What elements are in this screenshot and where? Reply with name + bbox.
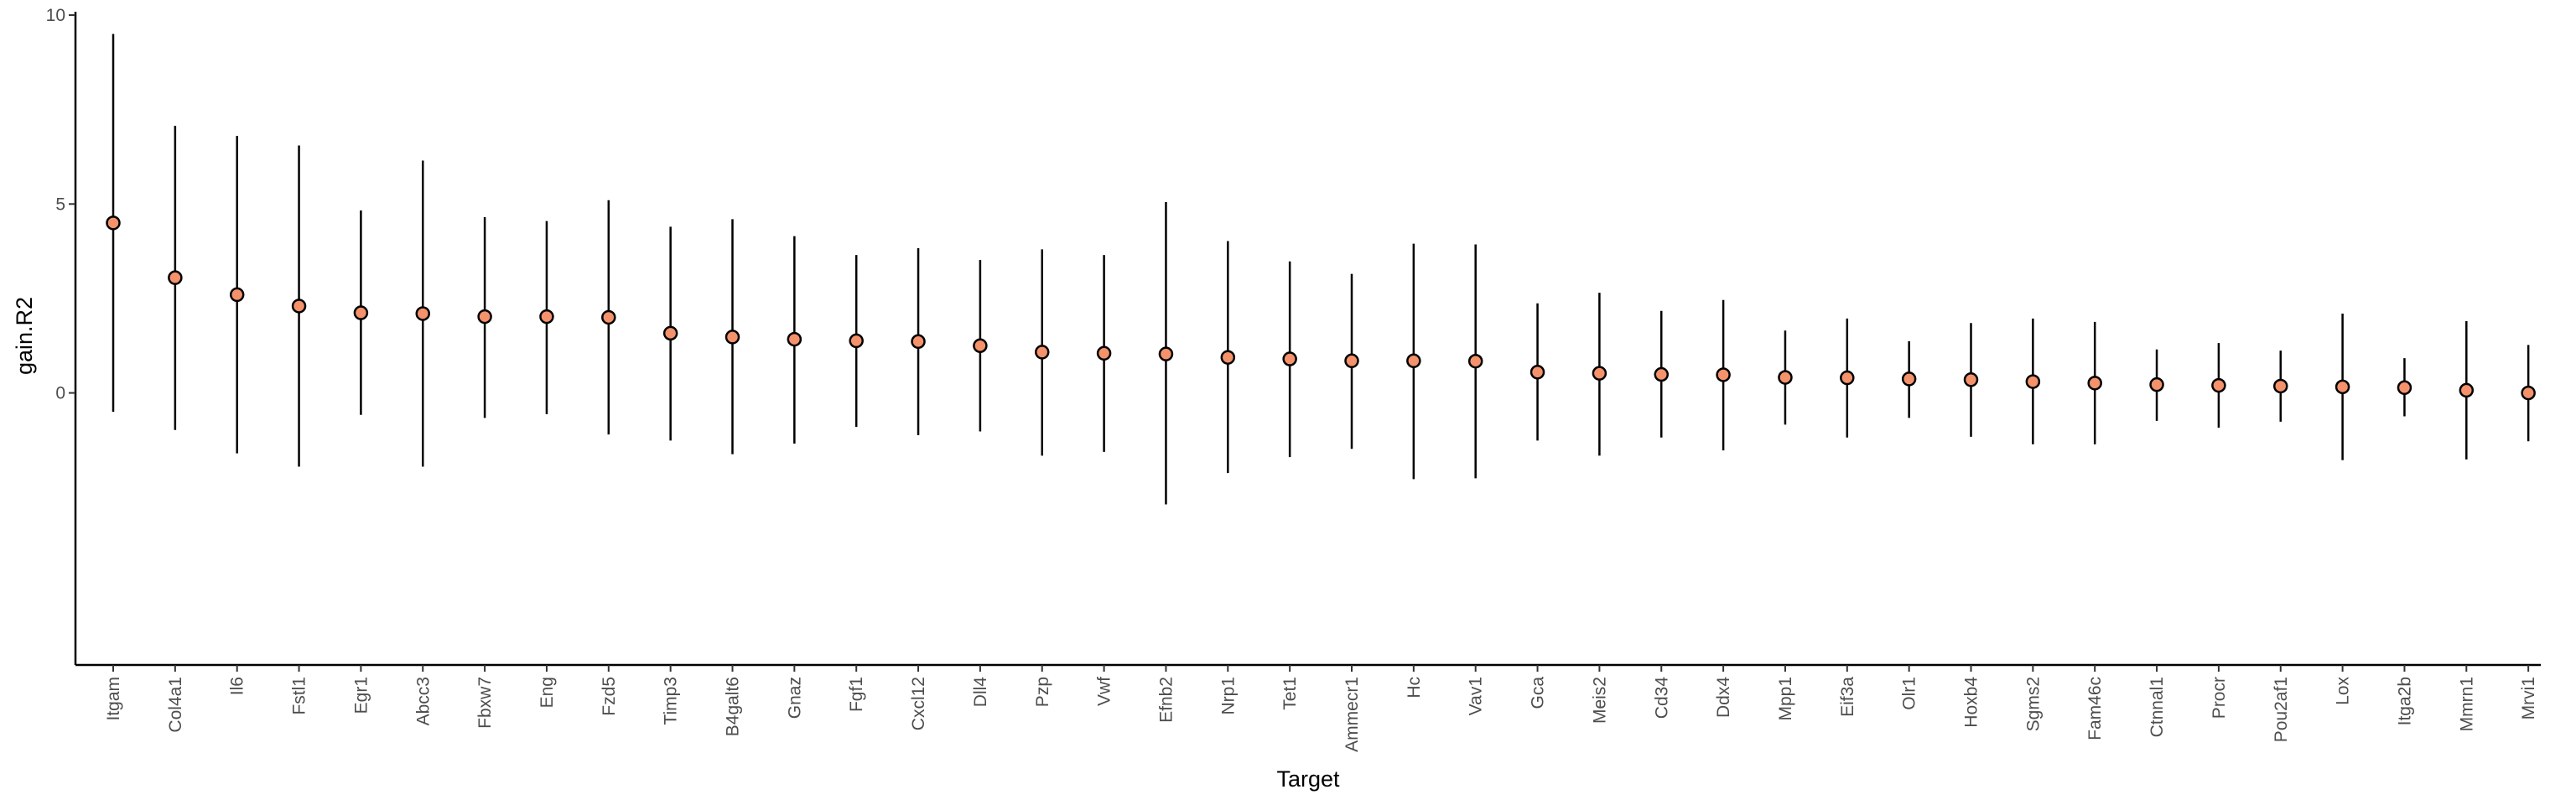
point-itgam [106,216,121,231]
point-egr1 [353,305,369,320]
point-eng [539,309,554,325]
error-bars [112,34,2530,505]
point-itga2b [2397,380,2412,396]
x-tick-label-ammecr1: Ammecr1 [1343,677,1362,752]
point-fstl1 [291,299,307,314]
point-col4a1 [168,270,183,285]
point-cd34 [1654,366,1669,382]
point-ctnnal1 [2149,377,2164,392]
x-tick-label-olr1: Olr1 [1900,677,1919,710]
point-ammecr1 [1344,353,1359,369]
x-tick-label-col4a1: Col4a1 [166,677,185,733]
x-tick-label-meis2: Meis2 [1590,677,1609,724]
x-tick-label-eng: Eng [538,677,557,708]
x-tick-label-mrvi1: Mrvi1 [2519,677,2538,719]
point-timp3 [662,325,678,341]
x-tick-label-dll4: Dll4 [971,677,990,707]
point-il6 [229,287,245,303]
x-tick-label-il6: Il6 [228,677,247,695]
x-tick-label-pou2af1: Pou2af1 [2272,677,2291,742]
x-tick-label-ddx4: Ddx4 [1714,677,1733,718]
x-tick-label-itgam: Itgam [104,677,123,721]
point-eif3a [1840,370,1855,386]
x-tick-label-gnaz: Gnaz [785,677,804,719]
point-sgms2 [2025,374,2041,389]
x-tick-label-abcc3: Abcc3 [413,677,433,725]
point-cxcl12 [911,334,926,350]
x-tick-label-tet1: Tet1 [1280,677,1300,710]
point-mrvi1 [2521,385,2536,401]
point-pou2af1 [2273,378,2288,394]
x-axis-ticks: Itgam Col4a1 Il6 Fstl1 Egr1 Abcc3 Fbxw7 Eng Fzd5… [104,665,2538,752]
point-gnaz [787,331,802,347]
x-tick-label-fam46c: Fam46c [2085,677,2105,740]
x-tick-label-efnb2: Efnb2 [1156,677,1176,723]
data-points [106,216,2536,401]
y-tick-label: 0 [55,384,65,403]
point-pzp [1035,345,1050,360]
x-tick-label-fgf1: Fgf1 [847,677,866,712]
x-tick-label-mpp1: Mpp1 [1776,677,1795,721]
x-tick-label-mmrn1: Mmrn1 [2457,677,2476,731]
point-gca [1530,365,1545,380]
point-lox [2334,379,2350,395]
x-tick-label-lox: Lox [2334,677,2353,705]
point-abcc3 [415,306,430,321]
point-fzd5 [601,309,616,325]
x-tick-label-ctnnal1: Ctnnal1 [2148,677,2167,737]
y-axis-title: gain.R2 [12,297,37,375]
x-tick-label-timp3: Timp3 [662,677,681,725]
point-b4galt6 [724,330,740,345]
point-vav1 [1467,353,1483,369]
point-hc [1406,353,1421,369]
point-efnb2 [1158,346,1174,361]
point-meis2 [1592,366,1607,381]
point-tet1 [1282,351,1297,366]
x-tick-label-procr: Procr [2210,677,2229,719]
x-tick-label-hoxb4: Hoxb4 [1962,677,1981,728]
x-tick-label-hc: Hc [1405,677,1424,699]
point-olr1 [1901,371,1917,387]
x-tick-label-vav1: Vav1 [1467,677,1486,715]
x-tick-label-nrp1: Nrp1 [1218,677,1238,715]
point-ddx4 [1716,367,1731,382]
x-tick-label-gca: Gca [1529,677,1548,709]
point-fgf1 [849,333,864,349]
y-tick-label: 5 [55,195,65,214]
x-tick-label-cd34: Cd34 [1652,677,1671,719]
x-tick-label-b4galt6: B4galt6 [724,677,743,736]
x-tick-label-egr1: Egr1 [351,677,371,714]
x-tick-label-eif3a: Eif3a [1838,677,1857,717]
x-tick-label-vwf: Vwf [1095,677,1114,706]
point-vwf [1096,345,1112,361]
point-nrp1 [1220,350,1236,365]
point-fbxw7 [477,309,492,325]
x-tick-label-fbxw7: Fbxw7 [475,677,495,729]
point-hoxb4 [1963,372,1979,387]
y-axis-ticks: 0 5 10 [46,6,75,403]
x-tick-label-itga2b: Itga2b [2395,677,2414,725]
x-tick-label-sgms2: Sgms2 [2023,677,2043,731]
x-tick-label-cxcl12: Cxcl12 [909,677,928,730]
x-axis-title: Target [1276,766,1340,792]
x-tick-label-fstl1: Fstl1 [290,677,309,715]
point-mpp1 [1778,370,1793,385]
y-tick-label: 10 [46,6,65,25]
point-mmrn1 [2459,382,2475,398]
point-dll4 [973,338,988,354]
point-fam46c [2087,376,2102,391]
x-tick-label-pzp: Pzp [1033,677,1052,707]
x-tick-label-fzd5: Fzd5 [600,677,619,716]
point-procr [2211,377,2226,393]
